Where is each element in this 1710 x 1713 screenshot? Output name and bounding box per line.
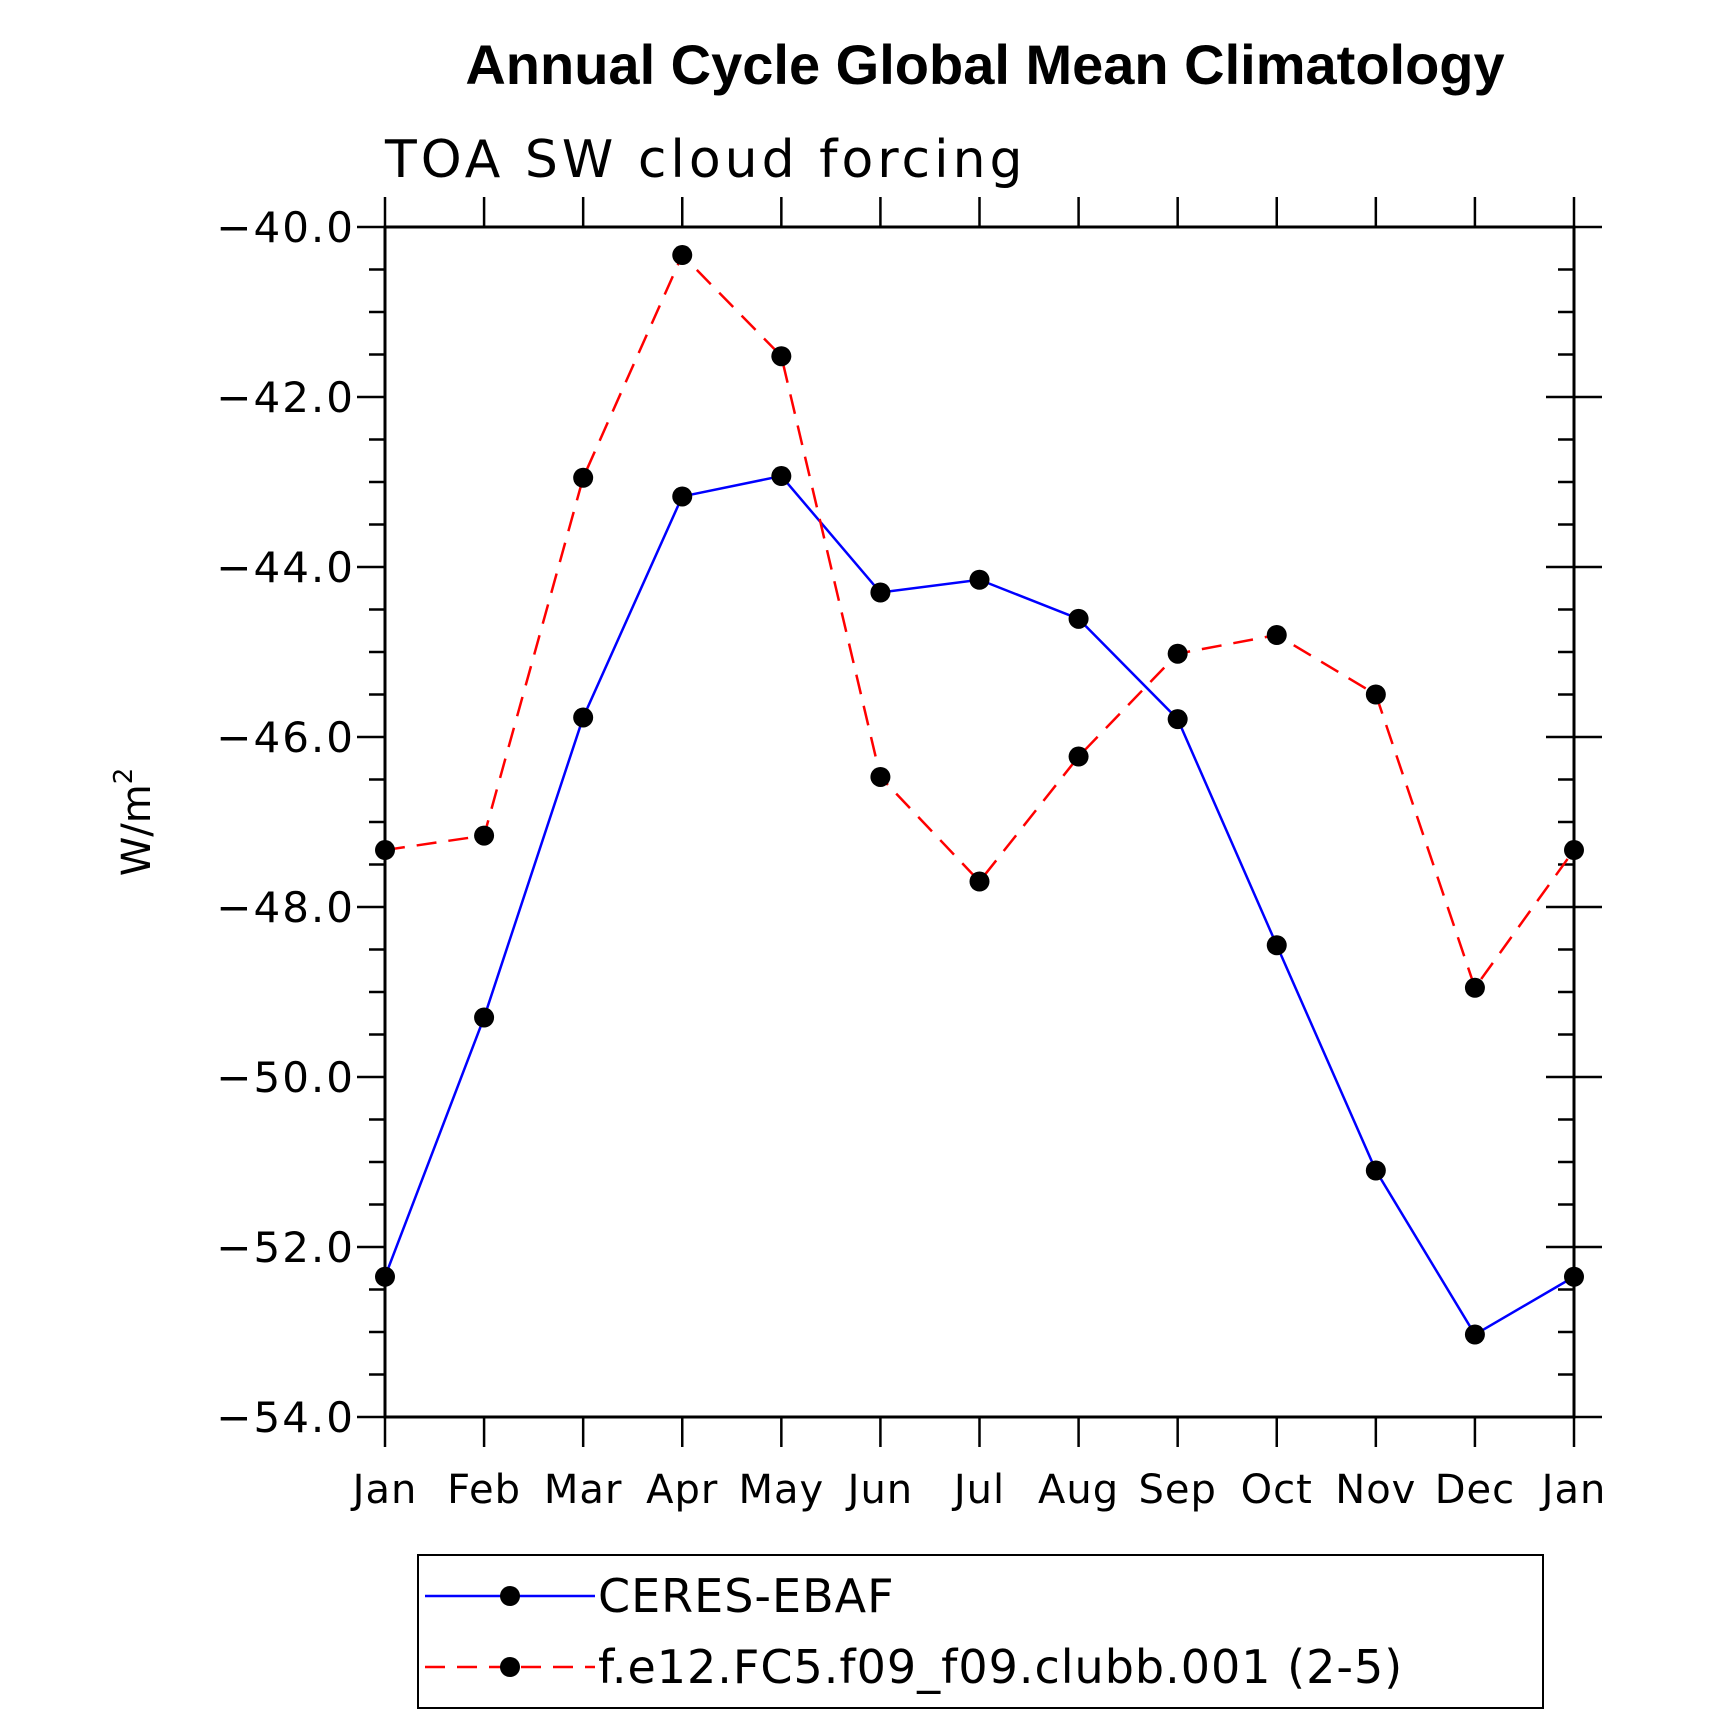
series-point-1 [1167, 643, 1188, 664]
series-point-0 [1266, 935, 1287, 956]
x-tick-label: Sep [1138, 1467, 1216, 1513]
legend: CERES-EBAF f.e12.FC5.f09_f09.clubb.001 (… [417, 1554, 1544, 1709]
y-tick-label: −46.0 [216, 713, 355, 762]
y-tick-labels: −40.0 −42.0 −44.0 −46.0 −48.0 −50.0 −52.0 −54.0 [216, 203, 355, 1442]
series-point-1 [573, 467, 594, 488]
legend-label-model: f.e12.FC5.f09_f09.clubb.001 (2-5) [598, 1640, 1403, 1694]
series-point-0 [771, 466, 792, 487]
series-point-0 [672, 486, 693, 507]
x-tick-label: Jan [1539, 1467, 1607, 1513]
y-tick-label: −40.0 [216, 203, 355, 252]
series-point-0 [870, 582, 891, 603]
y-tick-label: −54.0 [216, 1393, 355, 1442]
y-tick-label: −42.0 [216, 373, 355, 422]
series-point-0 [474, 1007, 495, 1028]
x-tick-label: Jun [845, 1467, 914, 1513]
series-point-1 [969, 871, 990, 892]
series-point-1 [375, 840, 395, 861]
series-point-1 [1564, 840, 1584, 861]
legend-box [417, 1554, 1544, 1709]
series-point-0 [1564, 1266, 1584, 1287]
x-tick-label: Dec [1435, 1467, 1515, 1513]
x-tick-label: Jan [350, 1467, 418, 1513]
series-point-1 [474, 825, 495, 846]
series-point-1 [1365, 684, 1386, 705]
x-tick-label: Apr [646, 1467, 718, 1513]
y-axis-label: W/m2 [109, 768, 160, 877]
series-point-0 [1365, 1160, 1386, 1181]
series-point-1 [870, 766, 891, 787]
chart-subtitle: TOA SW cloud forcing [384, 130, 1027, 190]
y-axis-label-superscript: 2 [109, 768, 139, 785]
series-layer [375, 245, 1584, 1345]
series-point-0 [375, 1266, 395, 1287]
y-tick-label: −44.0 [216, 543, 355, 592]
x-tick-label: Jul [951, 1467, 1005, 1513]
series-point-1 [1266, 625, 1287, 645]
x-tick-label: Nov [1335, 1467, 1416, 1513]
y-tick-label: −52.0 [216, 1223, 355, 1272]
plot-frame [383, 225, 1576, 1419]
y-tick-label: −48.0 [216, 883, 355, 932]
y-tick-label: −50.0 [216, 1053, 355, 1102]
axis-ticks [357, 197, 1602, 1447]
series-point-0 [1464, 1324, 1485, 1345]
series-line-0 [383, 474, 1575, 1337]
x-tick-labels: Jan Feb Mar Apr May Jun Jul Aug Sep Oct Nov Dec Jan [350, 1467, 1607, 1513]
x-tick-label: Mar [544, 1467, 622, 1513]
x-tick-label: Oct [1241, 1467, 1313, 1513]
x-tick-label: May [738, 1467, 824, 1513]
legend-marker-model [500, 1657, 520, 1677]
series-point-0 [969, 569, 990, 590]
legend-label-ceres: CERES-EBAF [598, 1569, 895, 1623]
legend-marker-ceres [500, 1586, 520, 1606]
y-axis-label-unit: W/m [114, 784, 160, 876]
series-point-0 [1167, 709, 1188, 730]
series-point-1 [1068, 746, 1089, 767]
x-tick-label: Aug [1038, 1467, 1119, 1513]
x-tick-label: Feb [447, 1467, 521, 1513]
series-point-1 [672, 245, 693, 266]
series-point-1 [1464, 977, 1485, 998]
series-point-0 [1068, 608, 1089, 629]
series-point-0 [573, 707, 594, 728]
chart-title: Annual Cycle Global Mean Climatology [465, 33, 1504, 96]
series-point-1 [771, 346, 792, 367]
